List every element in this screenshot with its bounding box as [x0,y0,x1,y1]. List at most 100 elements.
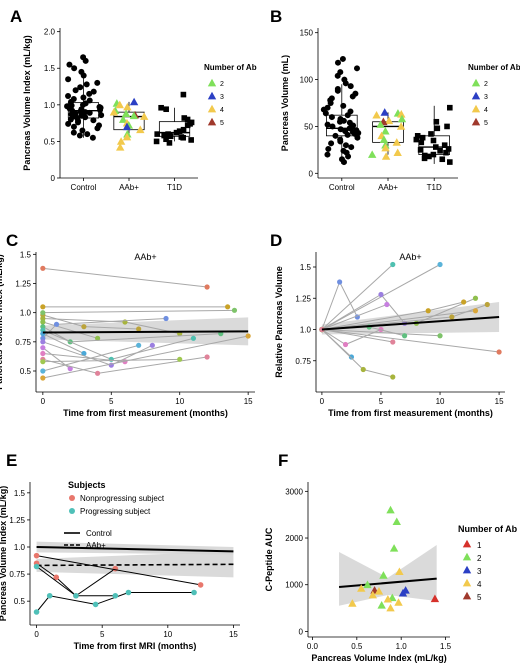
control-point [82,114,89,121]
legend-title: Number of Ab [204,63,257,72]
scatter-point [383,594,393,603]
subject-8 [40,315,169,341]
category-label: Control [329,183,355,192]
trend-line [338,577,437,589]
control-point [336,118,343,125]
scatter-point [374,587,384,595]
legend: Number of Ab 1 2 3 4 5 [458,524,518,602]
subject-line [321,329,393,343]
panel-letter-d: D [270,231,282,250]
subject-point [384,301,390,308]
subject-point [231,307,238,313]
subject-point [437,261,443,268]
subject-point [81,324,87,330]
panel-d: 0.75 1.0 1.25 1.5 0 5 10 15 Relative Pancreas Vo… [274,252,505,418]
subject-1 [40,304,231,310]
legend-label: 5 [220,120,224,127]
subject-point [496,349,502,355]
aab-point [397,114,407,123]
scatter-point [392,517,401,526]
subject-point [378,291,384,298]
y-axis-label: Pancreas Volume (mL) [280,55,290,151]
y-tick-label: 0.5 [44,137,56,146]
t1d-point [439,156,446,163]
data-points [64,54,195,151]
category-label: AAb+ [119,183,139,192]
y-tick-label: 100 [300,76,314,85]
legend-label: 5 [484,120,488,127]
subject-14 [40,342,142,374]
panel-letter-f: F [278,451,288,470]
control-point [322,110,329,117]
nonprogressing-subject-line [36,562,116,597]
control-point [324,151,331,158]
subject-line [321,304,388,330]
t1d-point [414,133,421,139]
subject-point [342,341,349,348]
trend-line [321,316,500,331]
subject-line [42,267,208,288]
control-band [36,541,234,555]
t1d-point [158,104,164,111]
control-trend-line [36,546,234,553]
y-tick-label: 1.5 [14,489,26,498]
legend-label: 3 [477,567,482,576]
trend-line [42,330,249,334]
legend-label: 3 [220,94,224,101]
y-axis-label: Pancreas Volume Index (mL/kg) [22,35,32,170]
control-point [77,84,84,91]
subject-point [40,304,46,310]
subject-point [360,366,366,373]
panel-letter-e: E [6,451,17,470]
control-point [344,112,351,119]
control-point [74,119,81,126]
y-tick-label: 2.0 [44,28,56,37]
category-label: T1D [427,183,442,192]
t1d-point [430,151,437,158]
t1d-point [444,123,450,130]
t1d-point [428,131,434,137]
scatter-point [430,594,440,603]
x-tick-label: 15 [244,397,253,406]
legend-marker [69,495,75,501]
control-point [98,112,105,119]
subject-point [390,374,396,380]
y-axis-label: Pancreas Volume Index (mL/kg) [0,254,4,389]
t1d-point [421,155,428,162]
subject-16 [40,307,238,316]
x-tick-label: 15 [495,397,504,406]
subject-15 [319,326,396,345]
t1d-point [184,122,191,129]
y-tick-label: 0 [51,174,56,183]
x-tick-label: 10 [175,397,184,406]
aab-point [140,112,149,120]
nonprogressing-subject-point [53,574,60,581]
control-point [337,138,344,145]
t1d-point [413,136,420,143]
legend-label: 4 [220,107,224,114]
t1d-point [441,142,448,148]
t1d-point [188,137,194,143]
y-tick-label: 1.25 [9,516,25,525]
aab-point [381,126,390,135]
legend-label: 2 [484,81,488,88]
legend-marker [207,117,217,126]
control-point [342,80,349,87]
x-tick-label: 0.0 [307,642,319,651]
y-tick-label: 1000 [285,581,303,590]
x-axis-label: Time from first MRI (months) [74,641,197,651]
legend: Number of Ab 2 3 4 5 [204,63,257,127]
x-tick-label: 0 [41,397,46,406]
x-tick-label: 0.5 [351,642,363,651]
control-point [344,131,351,138]
control-point [72,87,79,94]
subject-line [42,321,98,339]
aab-point [367,150,377,158]
t1d-point [176,128,183,134]
aab-point [376,120,385,128]
subject-point [425,308,431,314]
aab-point [129,97,139,106]
progressing-subject-point [191,589,197,596]
subject-0 [40,265,210,290]
control-point [82,57,89,64]
